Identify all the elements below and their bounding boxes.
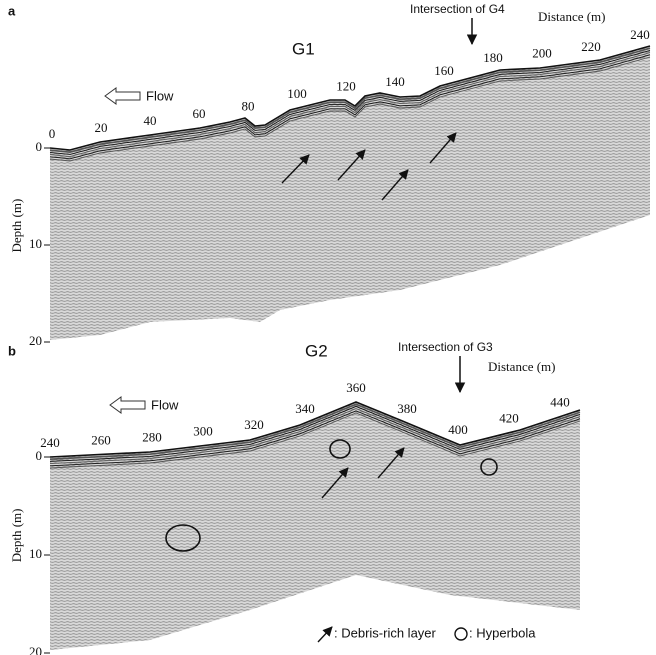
intersection-label: Intersection of G4 (410, 2, 505, 16)
distance-tick-label: 80 (242, 98, 255, 113)
surface-reflection (49, 56, 651, 162)
distance-tick-label: 20 (95, 120, 108, 135)
distance-tick-label: 240 (630, 27, 650, 42)
distance-tick-label: 360 (346, 380, 366, 395)
legend-label: : Hyperbola (469, 625, 536, 640)
intersection-label: Intersection of G3 (398, 340, 493, 354)
flow-label: Flow (146, 88, 174, 103)
surface-reflection (49, 412, 581, 469)
distance-tick-label: 200 (532, 46, 552, 61)
distance-tick-label: 60 (193, 106, 206, 121)
distance-tick-label: 100 (287, 86, 307, 101)
flow-label: Flow (151, 397, 179, 412)
radargram (50, 46, 650, 340)
distance-tick-label: 260 (91, 432, 111, 447)
flow-arrow (109, 396, 146, 414)
flow-arrow (104, 87, 141, 105)
depth-tick-label: 0 (36, 139, 43, 154)
panel-label: a (8, 3, 16, 18)
distance-label: Distance (m) (538, 9, 606, 24)
surface-reflection (49, 49, 651, 155)
radargram (50, 402, 580, 650)
depth-label: Depth (m) (9, 509, 24, 563)
panel-title: G1 (292, 39, 315, 58)
distance-tick-label: 340 (295, 401, 315, 416)
surface-reflection (49, 54, 651, 160)
depth-tick-label: 10 (29, 236, 42, 251)
surface-reflection (49, 403, 581, 460)
distance-tick-label: 440 (550, 395, 570, 410)
surface-reflection (49, 405, 581, 462)
distance-tick-label: 380 (397, 401, 417, 416)
distance-tick-label: 320 (244, 417, 264, 432)
distance-tick-label: 240 (40, 435, 60, 450)
surface-reflection (49, 52, 651, 158)
legend-arrow (317, 626, 333, 643)
depth-label: Depth (m) (9, 199, 24, 253)
depth-tick-label: 0 (36, 448, 43, 463)
distance-tick-label: 0 (49, 126, 56, 141)
distance-tick-label: 120 (336, 79, 356, 94)
distance-label: Distance (m) (488, 359, 556, 374)
distance-tick-label: 280 (142, 430, 162, 445)
depth-tick-label: 20 (29, 333, 42, 348)
surface-reflection (49, 410, 581, 467)
legend-label: : Debris-rich layer (334, 625, 437, 640)
surface-reflection (49, 401, 581, 458)
distance-tick-label: 400 (448, 422, 468, 437)
hyperbola-circles (165, 439, 498, 552)
distance-tick-label: 220 (581, 39, 601, 54)
panel-label: b (8, 343, 16, 358)
surface-reflection (49, 408, 581, 465)
panel-title: G2 (305, 341, 328, 360)
surface-reflection (49, 45, 651, 151)
legend-circle (454, 627, 468, 641)
annotation-arrows (281, 132, 457, 499)
distance-tick-label: 300 (193, 424, 213, 439)
distance-tick-label: 40 (144, 113, 157, 128)
surface-reflection (49, 47, 651, 154)
distance-tick-label: 420 (499, 411, 519, 426)
depth-tick-label: 10 (29, 546, 42, 561)
distance-tick-label: 140 (385, 74, 405, 89)
distance-tick-label: 160 (434, 63, 454, 78)
depth-tick-label: 20 (29, 644, 42, 655)
distance-tick-label: 180 (483, 50, 503, 65)
